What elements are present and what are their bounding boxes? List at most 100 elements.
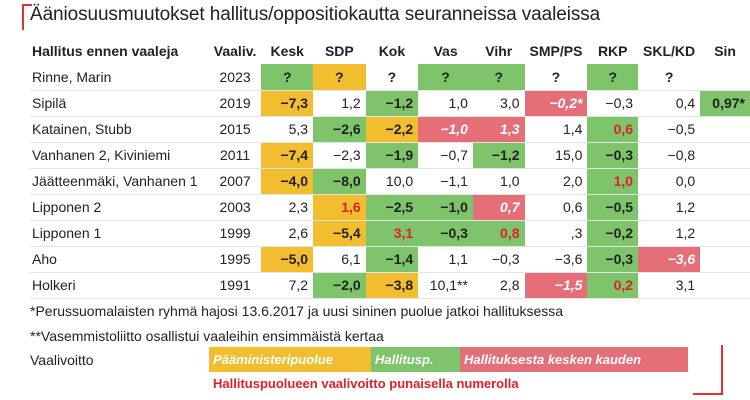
accent-frame-bottom <box>693 345 723 395</box>
row-year: 2015 <box>208 116 262 143</box>
table-row: Jäätteenmäki, Vanhanen 1 2007 −4,0 −8,0 … <box>30 168 750 195</box>
cell-rkp: 0,2 <box>587 272 639 299</box>
cell-vas: −1,0 <box>418 116 473 143</box>
cell-kok: ? <box>365 64 419 91</box>
cell-smp-ps: −3,6 <box>524 246 588 273</box>
row-government: Sipilä <box>30 90 209 117</box>
row-government: Aho <box>30 246 209 273</box>
footnote-vas-first: **Vasemmistoliitto osallistui vaaleihin … <box>30 328 384 344</box>
cell-kesk: 5,3 <box>261 116 314 143</box>
table-row: Rinne, Marin 2023 ? ? ? ? ? ? ? ? <box>30 64 750 91</box>
cell-kesk: ? <box>261 64 314 91</box>
row-year: 2023 <box>208 64 262 91</box>
cell-kok: 10,0 <box>365 168 419 195</box>
cell-vihr: 3,0 <box>472 90 525 117</box>
cell-sin <box>700 220 750 247</box>
cell-sdp: −5,4 <box>313 220 366 247</box>
cell-sdp: −2,0 <box>313 272 366 299</box>
cell-kok: −1,2 <box>365 90 419 117</box>
table-row: Aho 1995 −5,0 6,1 −1,4 1,1 −0,3 −3,6 −0,… <box>30 246 750 273</box>
row-government: Lipponen 2 <box>30 194 209 221</box>
cell-vihr: ? <box>472 64 525 91</box>
col-header-sin: Sin <box>714 43 736 59</box>
cell-rkp: ? <box>587 64 639 91</box>
legend-red-number-note: Hallituspuolueen vaalivoitto punaisella … <box>213 376 519 391</box>
cell-skl-kd: −0,5 <box>638 116 701 143</box>
cell-sdp: 6,1 <box>313 246 366 273</box>
accent-frame-top <box>22 4 32 30</box>
cell-smp-ps: −1,5 <box>524 272 588 299</box>
cell-skl-kd: 0,4 <box>638 90 701 117</box>
cell-kok: −2,2 <box>365 116 419 143</box>
col-header-skl-kd: SKL/KD <box>643 43 696 59</box>
row-year: 2003 <box>208 194 262 221</box>
cell-vihr: 1,3 <box>472 116 525 143</box>
header-row: Hallitus ennen vaaleja Vaaliv. Kesk SDP … <box>30 38 750 64</box>
cell-vas: −1,1 <box>418 168 473 195</box>
col-header-rkp: RKP <box>597 43 628 59</box>
cell-skl-kd: −0,8 <box>638 142 701 169</box>
table-row: Holkeri 1991 7,2 −2,0 −3,8 10,1** 2,8 −1… <box>30 272 750 299</box>
cell-kesk: −5,0 <box>261 246 314 273</box>
col-header-kesk: Kesk <box>270 43 304 59</box>
cell-smp-ps: 0,6 <box>524 194 588 221</box>
col-header-vas: Vas <box>433 43 458 59</box>
row-year: 2007 <box>208 168 262 195</box>
row-year: 1991 <box>208 272 262 299</box>
table-row: Sipilä 2019 −7,3 1,2 −1,2 1,0 3,0 −0,2* … <box>30 90 750 117</box>
cell-vas: −0,3 <box>418 220 473 247</box>
col-header-kok: Kok <box>378 43 406 59</box>
election-change-table: Hallitus ennen vaaleja Vaaliv. Kesk SDP … <box>30 38 750 299</box>
cell-sdp: ? <box>313 64 366 91</box>
cell-sin <box>700 64 750 91</box>
row-government: Lipponen 1 <box>30 220 209 247</box>
table-row: Vanhanen 2, Kiviniemi 2011 −7,4 −2,3 −1,… <box>30 142 750 169</box>
cell-kok: −1,9 <box>365 142 419 169</box>
cell-sin <box>700 194 750 221</box>
cell-sdp: −8,0 <box>313 168 366 195</box>
cell-vihr: −1,2 <box>472 142 525 169</box>
row-government: Katainen, Stubb <box>30 116 209 143</box>
cell-kok: −3,8 <box>365 272 419 299</box>
cell-smp-ps: 2,0 <box>524 168 588 195</box>
cell-vihr: −0,3 <box>472 246 525 273</box>
cell-rkp: 1,0 <box>587 168 639 195</box>
cell-kok: 3,1 <box>365 220 419 247</box>
cell-smp-ps: ,3 <box>524 220 588 247</box>
row-year: 1999 <box>208 220 262 247</box>
col-header-vihr: Vihr <box>485 43 513 59</box>
cell-skl-kd: 3,1 <box>638 272 701 299</box>
cell-sdp: 1,6 <box>313 194 366 221</box>
legend-left-government: Hallituksesta kesken kauden <box>460 347 688 372</box>
cell-rkp: −0,3 <box>587 246 639 273</box>
cell-sdp: 1,2 <box>313 90 366 117</box>
cell-sin <box>700 246 750 273</box>
cell-kesk: −7,4 <box>261 142 314 169</box>
cell-sin <box>700 142 750 169</box>
cell-kesk: 7,2 <box>261 272 314 299</box>
cell-rkp: −0,3 <box>587 90 639 117</box>
cell-kesk: 2,6 <box>261 220 314 247</box>
row-year: 2019 <box>208 90 262 117</box>
cell-sin <box>700 116 750 143</box>
cell-vihr: 1,0 <box>472 168 525 195</box>
cell-vihr: 0,8 <box>472 220 525 247</box>
cell-skl-kd: −3,6 <box>638 246 701 273</box>
cell-kok: −2,5 <box>365 194 419 221</box>
table-row: Lipponen 1 1999 2,6 −5,4 3,1 −0,3 0,8 ,3… <box>30 220 750 247</box>
cell-kok: −1,4 <box>365 246 419 273</box>
cell-skl-kd: 1,2 <box>638 194 701 221</box>
page-title: Ääniosuusmuutokset hallitus/oppositiokau… <box>30 4 601 25</box>
legend-pm-party: Pääministeripuolue <box>209 347 371 372</box>
col-header-sdp: SDP <box>324 43 354 59</box>
cell-vas: ? <box>418 64 473 91</box>
cell-smp-ps: 15,0 <box>524 142 588 169</box>
col-header-government: Hallitus ennen vaaleja <box>32 43 179 59</box>
row-government: Jäätteenmäki, Vanhanen 1 <box>30 168 209 195</box>
cell-vas: −0,7 <box>418 142 473 169</box>
cell-vas: −1,0 <box>418 194 473 221</box>
cell-skl-kd: 0,0 <box>638 168 701 195</box>
legend-gov-party: Hallitusp. <box>371 347 460 372</box>
cell-vas: 1,1 <box>418 246 473 273</box>
row-government: Rinne, Marin <box>30 64 209 91</box>
